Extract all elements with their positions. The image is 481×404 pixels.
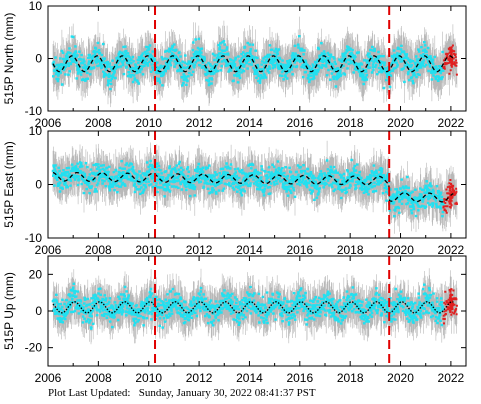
y-tick-label: 20 (29, 267, 43, 281)
x-tick-label: 2018 (337, 243, 364, 257)
x-tick-label: 2020 (387, 243, 414, 257)
daily-position-points (51, 158, 445, 218)
x-tick-label: 2016 (286, 116, 313, 130)
x-tick-label: 2014 (236, 116, 263, 130)
x-tick-label: 2016 (286, 243, 313, 257)
recent-position-points (442, 288, 458, 325)
y-tick-label: 0 (35, 178, 42, 192)
x-tick-label: 2014 (236, 243, 263, 257)
y-tick-label: 10 (29, 0, 43, 13)
x-tick-label: 2012 (186, 371, 213, 385)
x-tick-label: 2010 (135, 116, 162, 130)
x-tick-label: 2006 (35, 371, 62, 385)
x-tick-label: 2006 (35, 116, 62, 130)
x-tick-label: 2020 (387, 116, 414, 130)
model-fit-line (52, 301, 454, 314)
x-tick-label: 2016 (286, 371, 313, 385)
x-tick-label: 2008 (85, 116, 112, 130)
x-tick-label: 2008 (85, 371, 112, 385)
x-tick-label: 2006 (35, 243, 62, 257)
x-tick-label: 2018 (337, 371, 364, 385)
east-panel: 2006 2008 2010 2012 2014 2016 2018 2020 2022 -10 0… (2, 124, 467, 257)
y-axis-label: 515P North (mm) (2, 13, 16, 105)
daily-position-points (51, 282, 445, 330)
y-tick-label: 10 (29, 124, 43, 138)
plot-area (51, 131, 458, 238)
footer-label: Plot Last Updated: (48, 387, 131, 399)
y-axis-label: 515P Up (mm) (2, 272, 16, 350)
x-tick-label: 2022 (438, 371, 465, 385)
model-fit-line (52, 171, 454, 203)
model-fit-line (52, 55, 454, 73)
x-tick-label: 2020 (387, 371, 414, 385)
x-tick-label: 2014 (236, 371, 263, 385)
recent-position-points (442, 44, 458, 76)
x-tick-label: 2012 (186, 116, 213, 130)
x-tick-label: 2008 (85, 243, 112, 257)
plot-area (51, 6, 458, 111)
x-tick-label: 2018 (337, 116, 364, 130)
y-tick-label: -10 (25, 104, 43, 118)
x-tick-label: 2010 (135, 243, 162, 257)
y-tick-label: 0 (35, 52, 42, 66)
y-tick-label: 0 (35, 304, 42, 318)
x-tick-label: 2012 (186, 243, 213, 257)
daily-position-points (51, 35, 445, 91)
x-tick-label: 2022 (438, 116, 465, 130)
y-tick-label: -10 (25, 231, 43, 245)
x-tick-label: 2022 (438, 243, 465, 257)
footer-timestamp: Sunday, January 30, 2022 08:41:37 PST (138, 387, 316, 399)
y-axis-label: 515P East (mm) (2, 141, 16, 227)
y-tick-label: -20 (25, 341, 43, 355)
plot-area (51, 256, 458, 366)
up-panel: 2006 2008 2010 2012 2014 2016 2018 2020 2022 -20 0… (2, 255, 467, 385)
plot-updated-footer: Plot Last Updated: Sunday, January 30, 2… (48, 387, 316, 399)
north-panel: 2006 2008 2010 2012 2014 2016 2018 2020 2022 -10 0… (2, 0, 467, 130)
x-tick-label: 2010 (135, 371, 162, 385)
